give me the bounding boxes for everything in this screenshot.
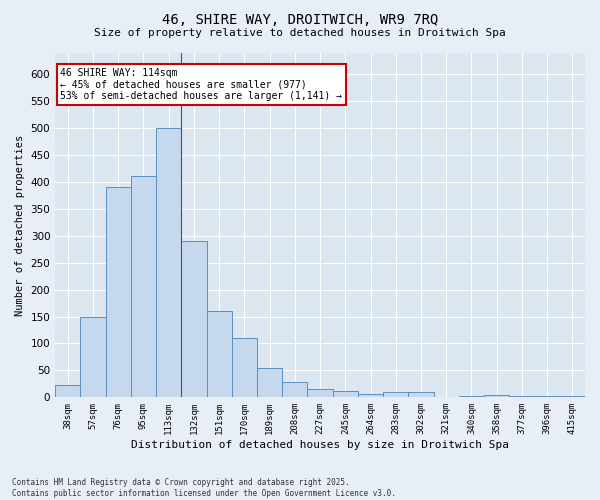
Bar [358, 394, 383, 398]
Text: Contains HM Land Registry data © Crown copyright and database right 2025.
Contai: Contains HM Land Registry data © Crown c… [12, 478, 396, 498]
Bar [181, 241, 206, 398]
Bar [383, 392, 409, 398]
Text: 46 SHIRE WAY: 114sqm
← 45% of detached houses are smaller (977)
53% of semi-deta: 46 SHIRE WAY: 114sqm ← 45% of detached h… [61, 68, 343, 101]
Bar [409, 392, 434, 398]
Bar [80, 316, 106, 398]
Bar [509, 396, 535, 398]
Bar [535, 396, 560, 398]
Bar [55, 386, 80, 398]
Bar [282, 382, 307, 398]
Bar [560, 396, 585, 398]
Y-axis label: Number of detached properties: Number of detached properties [15, 134, 25, 316]
Bar [156, 128, 181, 398]
Bar [307, 390, 332, 398]
Bar [484, 394, 509, 398]
X-axis label: Distribution of detached houses by size in Droitwich Spa: Distribution of detached houses by size … [131, 440, 509, 450]
Bar [257, 368, 282, 398]
Bar [131, 176, 156, 398]
Bar [332, 391, 358, 398]
Bar [459, 396, 484, 398]
Text: 46, SHIRE WAY, DROITWICH, WR9 7RQ: 46, SHIRE WAY, DROITWICH, WR9 7RQ [162, 12, 438, 26]
Bar [106, 187, 131, 398]
Bar [206, 311, 232, 398]
Bar [232, 338, 257, 398]
Text: Size of property relative to detached houses in Droitwich Spa: Size of property relative to detached ho… [94, 28, 506, 38]
